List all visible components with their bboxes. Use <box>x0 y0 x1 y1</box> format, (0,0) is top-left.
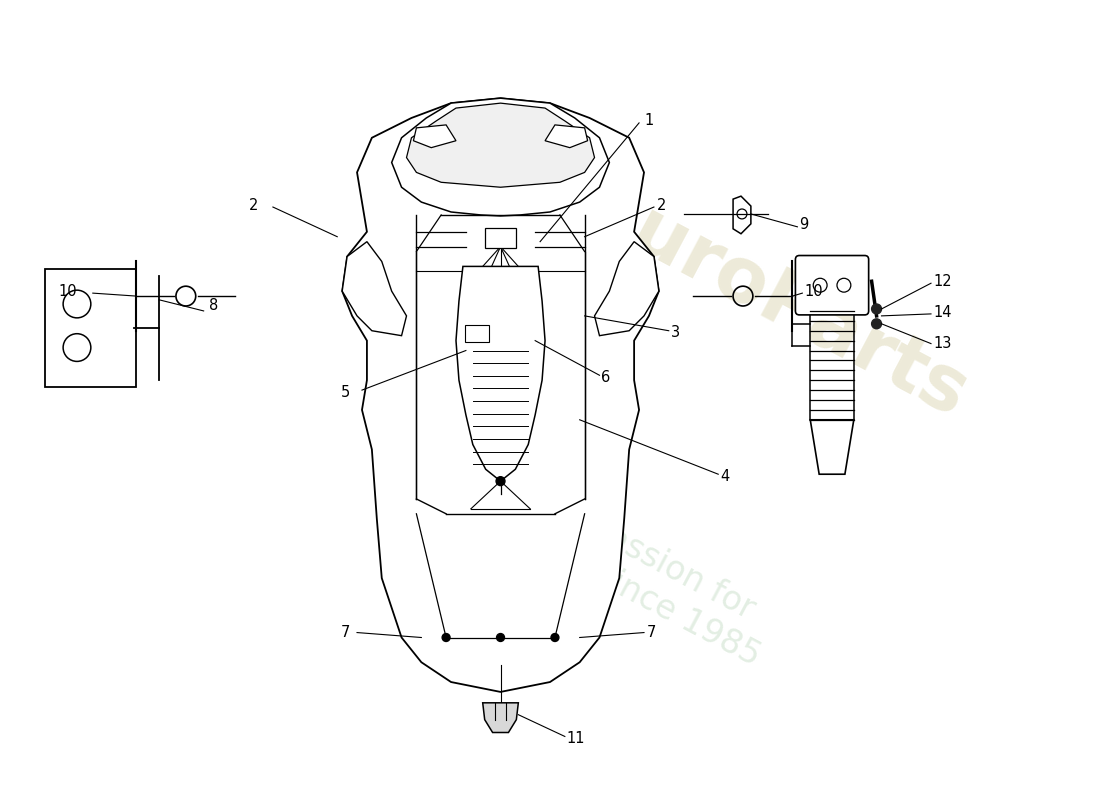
Polygon shape <box>456 266 546 481</box>
Text: euroParts: euroParts <box>574 170 981 433</box>
Text: a passion for
partssince 1985: a passion for partssince 1985 <box>514 484 784 673</box>
Circle shape <box>496 477 505 486</box>
Polygon shape <box>483 703 518 733</box>
Polygon shape <box>392 98 609 216</box>
FancyBboxPatch shape <box>485 228 516 248</box>
Polygon shape <box>342 98 659 692</box>
FancyBboxPatch shape <box>465 325 488 342</box>
Text: 6: 6 <box>602 370 610 385</box>
Text: 9: 9 <box>800 218 808 232</box>
Circle shape <box>442 634 450 642</box>
Polygon shape <box>342 242 407 336</box>
Text: 2: 2 <box>249 198 258 213</box>
FancyBboxPatch shape <box>795 255 869 315</box>
Text: 4: 4 <box>720 469 729 484</box>
Text: 8: 8 <box>209 298 218 314</box>
Text: 10: 10 <box>58 284 77 298</box>
Text: 10: 10 <box>804 284 823 298</box>
Text: 1: 1 <box>644 114 653 129</box>
FancyBboxPatch shape <box>45 270 136 387</box>
Circle shape <box>551 634 559 642</box>
Text: 3: 3 <box>671 326 680 340</box>
Polygon shape <box>811 420 854 474</box>
Polygon shape <box>594 242 659 336</box>
Text: 14: 14 <box>933 306 952 321</box>
Circle shape <box>871 304 881 314</box>
Text: 7: 7 <box>341 625 350 640</box>
Text: 7: 7 <box>647 625 657 640</box>
Text: 2: 2 <box>657 198 667 213</box>
Text: 13: 13 <box>933 336 952 351</box>
Text: 5: 5 <box>341 385 350 399</box>
Text: 11: 11 <box>566 731 585 746</box>
Polygon shape <box>546 125 587 148</box>
Polygon shape <box>414 125 456 148</box>
Circle shape <box>871 319 881 329</box>
Circle shape <box>496 634 505 642</box>
Text: 12: 12 <box>933 274 952 289</box>
Polygon shape <box>407 103 594 187</box>
